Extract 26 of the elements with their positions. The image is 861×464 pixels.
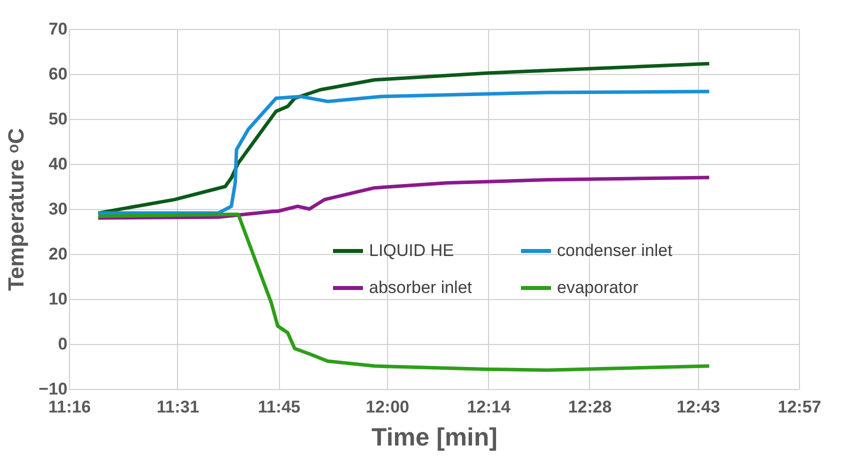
legend-label: LIQUID HE — [369, 241, 454, 260]
y-axis-title: Temperature ᵒC — [4, 128, 29, 291]
x-tick-label: 12:57 — [778, 398, 822, 416]
y-tick-label: 70 — [48, 20, 68, 38]
x-tick-label: 12:28 — [568, 398, 612, 416]
line-series — [96, 90, 711, 215]
x-tick-label: 12:00 — [366, 398, 410, 416]
legend-label: evaporator — [557, 278, 639, 297]
y-tick-label: 20 — [48, 244, 68, 264]
y-tick-label: −10 — [38, 380, 68, 398]
x-tick-label: 11:31 — [156, 398, 200, 416]
y-tick-label: 30 — [48, 200, 68, 218]
y-tick-label: 40 — [48, 154, 68, 174]
x-tick-label: 11:16 — [48, 398, 91, 416]
line-series — [96, 212, 711, 372]
legend-label: absorber inlet — [369, 278, 472, 297]
y-tick-label: 0 — [58, 334, 68, 354]
y-tick-label: 60 — [48, 64, 68, 84]
y-tick-label: 50 — [48, 110, 68, 128]
x-axis-title: Time [min] — [372, 424, 498, 452]
x-tick-label: 11:45 — [258, 398, 300, 416]
line-series — [96, 176, 711, 220]
x-tick-label: 12:14 — [466, 398, 511, 416]
x-tick-label: 12:43 — [676, 398, 720, 416]
legend-label: condenser inlet — [557, 241, 673, 260]
y-tick-label: 10 — [48, 290, 68, 308]
